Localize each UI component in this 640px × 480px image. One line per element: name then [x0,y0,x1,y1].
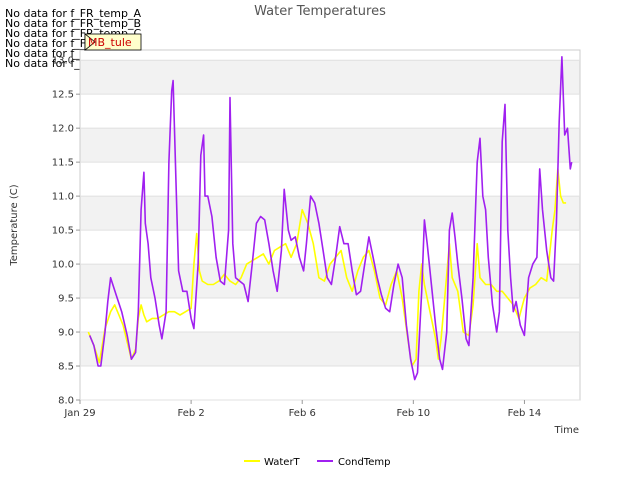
x-axis-label: Time [554,425,579,436]
no-data-message: No data for f_Temp_A [5,47,123,60]
x-tick-label: Feb 14 [508,408,542,419]
y-tick-label: 8.5 [58,362,74,373]
y-tick-label: 11.5 [52,158,74,169]
x-tick-label: Feb 6 [289,408,316,419]
no-data-message: No data for f_FD_Temp_1 [5,37,142,50]
no-data-message: No data for f_FR_temp_C [5,27,142,40]
y-grid [80,59,580,401]
y-tick-label: 9.0 [58,328,74,339]
legend-label-condtemp: CondTemp [338,457,390,468]
plot-background [80,50,580,400]
legend-label-watert: WaterT [264,457,301,468]
y-tick-label: 11.0 [52,192,74,203]
no-data-message: No data for f_FR_temp_A [5,7,141,20]
y-tick-label: 12.0 [52,124,74,135]
tooltip-label: MB_tule [88,36,132,49]
x-tick-label: Feb 10 [397,408,431,419]
chart-title: Water Temperatures [254,4,386,19]
x-axis: Jan 29 Feb 2 Feb 6 Feb 10 Feb 14 [63,400,541,419]
no-data-message: No data for f_FR_temp_B [5,17,142,30]
grid-band [80,196,580,231]
y-tick-label: 10.0 [52,260,74,271]
grid-band [80,332,580,367]
x-tick-label: Feb 2 [177,408,204,419]
tooltip: MB_tule [84,33,142,51]
grid-band [80,60,580,95]
y-tick-label: 8.0 [58,396,74,407]
y-tick-label: 13.0 [52,56,74,67]
grid-band [80,128,580,163]
tooltip-pointer [84,33,96,51]
series-lines [87,56,573,381]
legend: WaterT CondTemp [244,457,390,468]
series-line-watert [87,168,567,367]
x-tick-label: Jan 29 [63,408,95,419]
series-line-condtemp [88,56,573,381]
y-tick-label: 12.5 [52,90,74,101]
y-tick-label: 10.5 [52,226,74,237]
y-tick-label: 9.5 [58,294,74,305]
y-axis: 8.0 8.5 9.0 9.5 10.0 10.5 11.0 11.5 12.0 12.5 13.0 [52,56,80,407]
y-axis-label: Temperature (C) [9,184,20,266]
